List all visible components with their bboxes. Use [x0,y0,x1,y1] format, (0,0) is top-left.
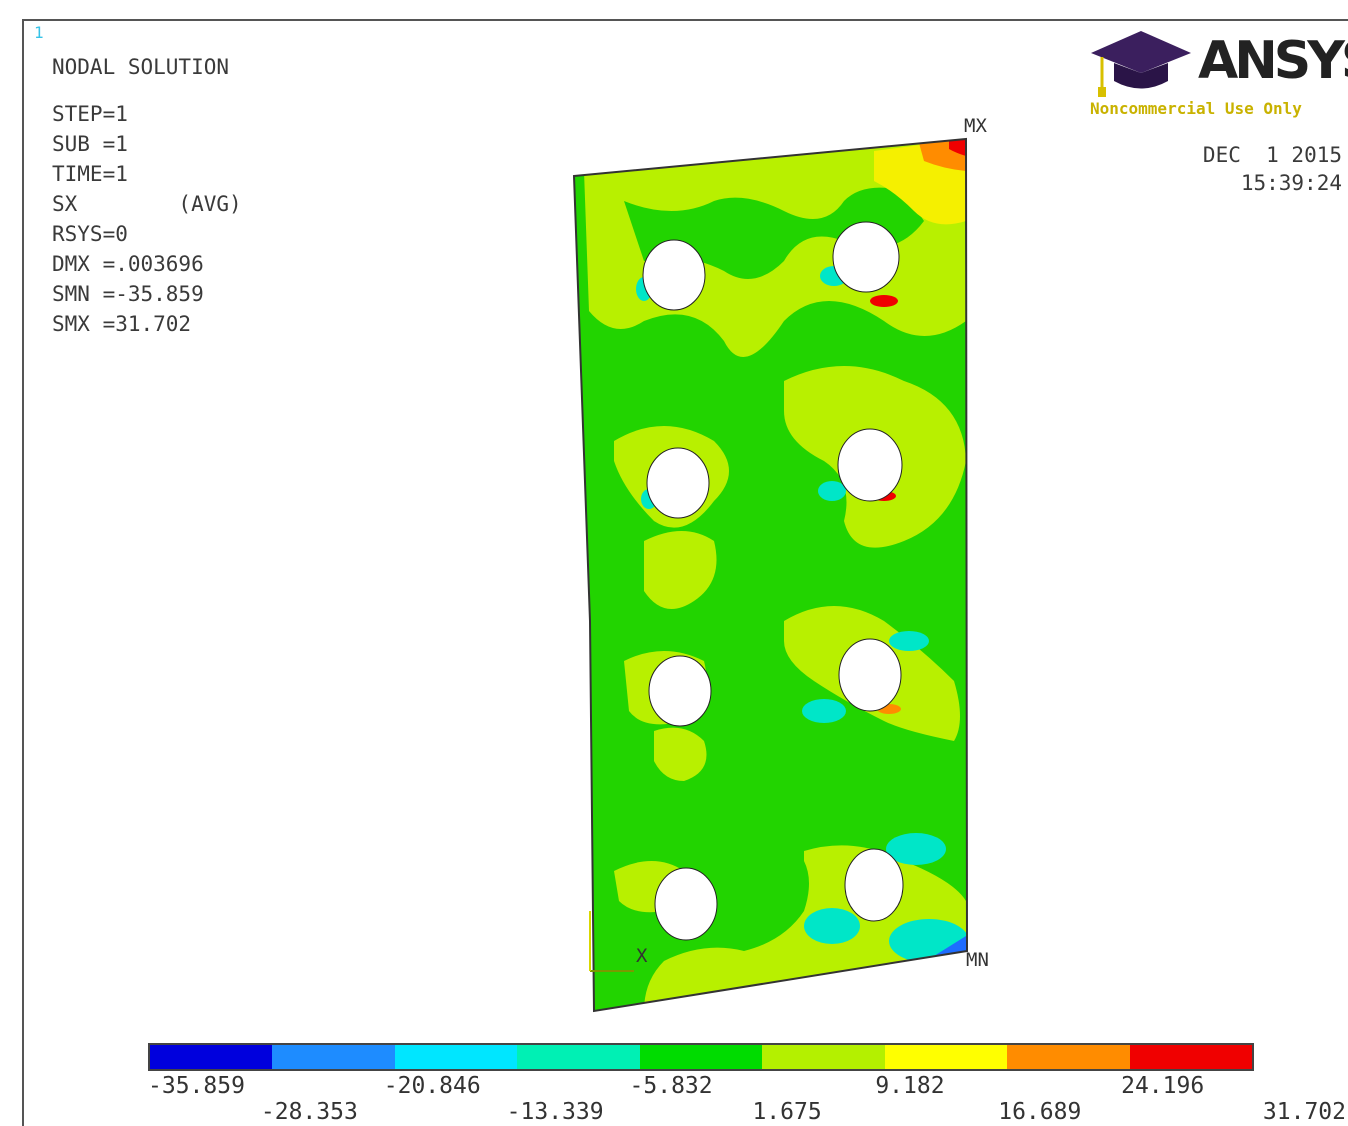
info-substep: SUB =1 [52,132,128,156]
legend-swatch [1007,1045,1130,1069]
hole [648,655,712,727]
stress-contours [574,139,967,1011]
hole [642,239,706,311]
info-component: SX (AVG) [52,192,242,216]
legend-value-label: 1.675 [752,1099,822,1125]
ansys-logo: ANSYS Noncommercial Use Only [1086,21,1348,131]
legend-value-label: 24.196 [1121,1073,1205,1099]
legend-swatch [1129,1045,1252,1069]
hole [837,428,903,502]
window-number: 1 [34,23,44,42]
legend-value-label: 9.182 [875,1073,945,1099]
hole [654,867,718,941]
legend-swatch [150,1045,273,1069]
info-step: STEP=1 [52,102,128,126]
hole [646,447,710,519]
result-title: NODAL SOLUTION [52,55,230,79]
date-label: DEC 1 2015 [1202,143,1342,167]
legend-swatch [517,1045,640,1069]
info-smn: SMN =-35.859 [52,282,204,306]
info-smx: SMX =31.702 [52,312,192,336]
max-marker: MX [964,115,987,137]
info-rsys: RSYS=0 [52,222,128,246]
hole [844,848,904,922]
legend-swatch [394,1045,518,1069]
info-time: TIME=1 [52,162,128,186]
legend-value-label: -5.832 [629,1073,713,1099]
min-marker: MN [966,949,989,971]
contour-legend-bar [148,1043,1254,1071]
axis-x-label: X [636,945,648,967]
legend-swatch [884,1045,1008,1069]
plate-outline [572,137,969,1013]
axis-triad [589,911,634,972]
timestamp: DEC 1 2015 15:39:24 [1203,141,1342,197]
legend-swatch [639,1045,763,1069]
solution-info: STEP=1 SUB =1 TIME=1 SX (AVG) RSYS=0 DMX… [52,99,242,339]
graduation-cap-icon [1091,31,1191,97]
legend-value-label: -28.353 [260,1099,358,1125]
graphics-window: 1 NODAL SOLUTION STEP=1 SUB =1 TIME=1 SX… [22,19,1348,1126]
legend-value-label: -13.339 [506,1099,604,1125]
contour-plot [572,137,969,1013]
hole [832,221,900,293]
bolt-holes [642,221,904,941]
legend-value-label: 16.689 [998,1099,1082,1125]
legend-value-label: -35.859 [148,1073,245,1099]
info-dmx: DMX =.003696 [52,252,204,276]
hole [838,638,902,712]
logo-wordmark: ANSYS [1198,31,1348,91]
legend-value-label: 31.702 [1262,1099,1346,1125]
time-label: 15:39:24 [1240,171,1342,195]
legend-swatch [272,1045,395,1069]
legend-swatch [762,1045,885,1069]
legend-value-label: -20.846 [383,1073,481,1099]
logo-subtitle: Noncommercial Use Only [1090,99,1302,118]
